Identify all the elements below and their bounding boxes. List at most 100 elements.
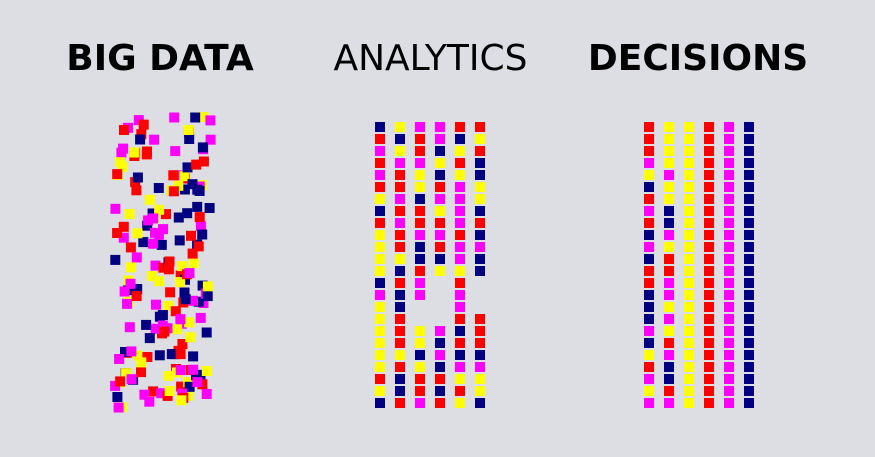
decisions-square: [744, 194, 754, 204]
analytics-square: [415, 146, 425, 156]
big-data-square: [154, 350, 165, 361]
decisions-square: [664, 278, 674, 288]
big-data-square: [205, 134, 216, 145]
big-data-square: [187, 248, 198, 259]
decisions-square: [664, 218, 674, 228]
big-data-square: [175, 277, 186, 288]
analytics-square: [415, 254, 425, 264]
analytics-square: [375, 326, 385, 336]
analytics-square: [435, 158, 445, 168]
decisions-square: [744, 254, 754, 264]
big-data-square: [142, 146, 152, 157]
big-data-square: [177, 339, 188, 349]
big-data-square: [170, 306, 181, 317]
analytics-square: [435, 218, 445, 228]
analytics-square: [395, 278, 405, 288]
analytics-square: [475, 194, 485, 204]
big-data-square: [118, 221, 129, 232]
analytics-square: [455, 206, 465, 216]
decisions-square: [724, 206, 734, 216]
big-data-square: [116, 147, 127, 158]
decisions-square: [644, 338, 654, 348]
big-data-square: [119, 286, 130, 297]
big-data-square: [131, 252, 142, 263]
analytics-square: [395, 350, 405, 360]
decisions-square: [664, 122, 674, 132]
decisions-square: [644, 122, 654, 132]
analytics-square: [395, 266, 405, 276]
decisions-square: [684, 302, 694, 312]
analytics-square: [395, 386, 405, 396]
big-data-square: [139, 389, 150, 400]
analytics-square: [415, 230, 425, 240]
analytics-square: [395, 254, 405, 264]
analytics-square: [395, 326, 405, 336]
analytics-square: [455, 326, 465, 336]
big-data-square: [145, 194, 155, 205]
decisions-square: [684, 266, 694, 276]
decisions-square: [684, 242, 694, 252]
heading-decisions: DECISIONS: [587, 38, 809, 79]
big-data-square: [151, 299, 161, 310]
decisions-square: [704, 302, 714, 312]
big-data-square: [183, 390, 194, 401]
decisions-square: [644, 218, 654, 228]
analytics-square: [395, 158, 405, 168]
analytics-square: [435, 242, 445, 252]
decisions-square: [704, 218, 714, 228]
big-data-square: [154, 204, 165, 215]
decisions-square: [704, 278, 714, 288]
big-data-square: [205, 115, 216, 126]
big-data-square: [149, 134, 160, 145]
big-data-square: [184, 134, 195, 144]
decisions-square: [724, 386, 734, 396]
decisions-square: [724, 242, 734, 252]
analytics-square: [375, 146, 385, 156]
decisions-square: [684, 326, 694, 336]
analytics-square: [415, 194, 425, 204]
big-data-square: [191, 159, 202, 170]
decisions-square: [644, 158, 654, 168]
decisions-square: [664, 254, 674, 264]
decisions-square: [744, 350, 754, 360]
decisions-square: [644, 134, 654, 144]
decisions-square: [644, 362, 654, 372]
analytics-square: [395, 170, 405, 180]
analytics-square: [455, 302, 465, 312]
decisions-square: [664, 338, 674, 348]
big-data-square: [147, 238, 158, 249]
decisions-square: [724, 290, 734, 300]
big-data-square: [158, 262, 169, 273]
decisions-square: [704, 122, 714, 132]
big-data-square: [168, 170, 179, 181]
big-data-square: [197, 280, 208, 291]
analytics-square: [435, 362, 445, 372]
big-data-square: [144, 396, 155, 407]
big-data-square: [172, 324, 183, 335]
analytics-square: [455, 338, 465, 348]
analytics-square: [455, 134, 465, 144]
analytics-square: [435, 326, 445, 336]
decisions-square: [704, 242, 714, 252]
analytics-square: [395, 374, 405, 384]
big-data-square: [136, 357, 147, 368]
big-data-square: [112, 228, 123, 238]
big-data-square: [131, 291, 142, 302]
analytics-columns: [375, 122, 485, 408]
big-data-square: [141, 319, 152, 330]
decisions-square: [684, 314, 694, 324]
analytics-square: [475, 338, 485, 348]
big-data-square: [201, 389, 212, 399]
decisions-square: [644, 242, 654, 252]
big-data-square: [188, 364, 199, 375]
analytics-square: [375, 218, 385, 228]
decisions-square: [644, 170, 654, 180]
decisions-square: [664, 386, 674, 396]
analytics-square: [455, 386, 465, 396]
analytics-square: [395, 290, 405, 300]
decisions-square: [644, 182, 654, 192]
decisions-square: [684, 398, 694, 408]
analytics-square: [375, 182, 385, 192]
decisions-square: [704, 206, 714, 216]
analytics-square: [415, 206, 425, 216]
